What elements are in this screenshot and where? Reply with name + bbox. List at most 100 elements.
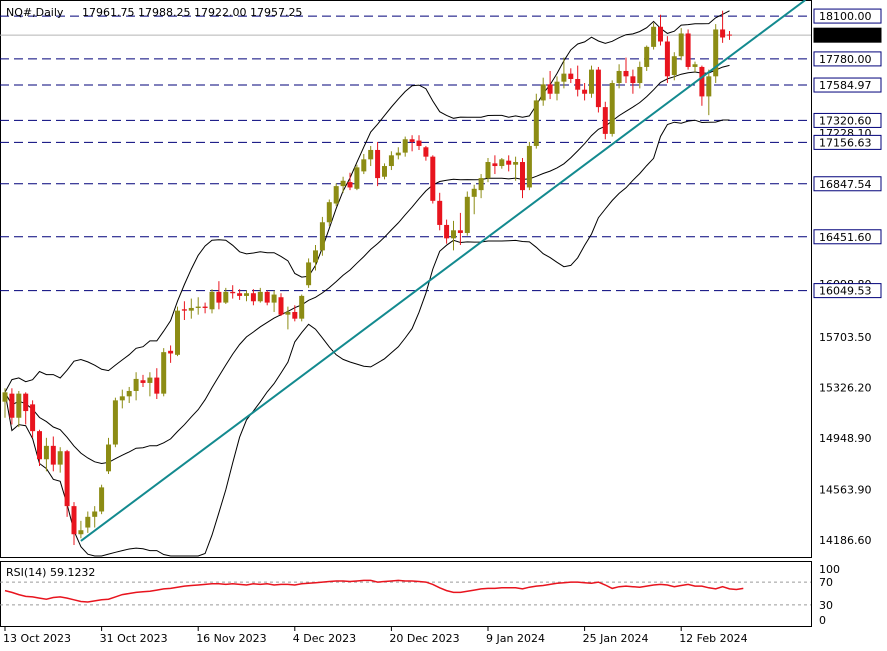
- candle-bear: [409, 139, 415, 142]
- rsi-line: [4, 579, 744, 603]
- candle-bear: [37, 431, 42, 460]
- candle-bull: [57, 451, 63, 465]
- candle-bear: [71, 506, 77, 535]
- candle-bear: [140, 380, 146, 383]
- candle-bull: [244, 293, 249, 296]
- candle-bear: [423, 147, 429, 157]
- price-panel-frame: [0, 0, 812, 558]
- bollinger-upper: [4, 10, 730, 393]
- candle-bull: [112, 400, 118, 445]
- candle-bear: [664, 41, 670, 77]
- price-tick-label: 15326.20: [819, 381, 872, 394]
- price-label-box: [813, 134, 882, 150]
- candle-bear: [437, 200, 443, 225]
- price-label-box: [813, 229, 882, 245]
- candle-bear: [727, 34, 732, 36]
- candle-bear: [444, 224, 450, 239]
- price-tick-label: 16847.54: [819, 178, 872, 191]
- time-tick-label: 20 Dec 2023: [389, 632, 459, 645]
- rsi-tick-label: 70: [819, 576, 833, 589]
- chart-ohlc: 17961.75 17988.25 17922.00 17957.25: [82, 6, 302, 19]
- candle-bear: [457, 230, 463, 233]
- candle-bull: [340, 180, 346, 187]
- candle-bear: [23, 393, 29, 412]
- candle-bull: [533, 100, 539, 146]
- candle-bull: [161, 352, 167, 394]
- candle-bear: [9, 393, 15, 418]
- candle-bull: [678, 33, 684, 57]
- price-tick-label: 17957.25: [819, 29, 872, 42]
- candle-bull: [609, 83, 615, 134]
- candle-bull: [223, 291, 229, 303]
- candle-bull: [92, 511, 98, 517]
- price-label-box: [813, 112, 882, 128]
- price-tick-label: 17780.00: [819, 53, 872, 66]
- candle-bear: [575, 78, 581, 90]
- price-label-box: [813, 51, 882, 67]
- candle-bear: [30, 404, 36, 432]
- candles: [2, 10, 732, 545]
- candle-bull: [478, 178, 484, 191]
- candle-bear: [168, 350, 174, 354]
- price-tick-label: 17584.97: [819, 79, 872, 92]
- candle-bear: [623, 70, 629, 77]
- candle-bull: [175, 310, 180, 355]
- candle-bull: [326, 202, 332, 223]
- candle-bull: [706, 76, 712, 97]
- candle-bear: [347, 182, 353, 188]
- candle-bull: [43, 445, 49, 460]
- candle-bear: [216, 291, 222, 303]
- rsi-tick-label: 100: [819, 563, 840, 576]
- chart-symbol: NQ#,Daily: [6, 6, 64, 19]
- price-tick-label: 14563.90: [819, 484, 872, 497]
- trendline-group: [80, 0, 806, 542]
- price-tick-label: 18100.00: [819, 10, 872, 23]
- candle-bull: [616, 70, 622, 84]
- candle-bull: [319, 222, 325, 251]
- candle-bull: [147, 377, 153, 383]
- candle-bull: [471, 188, 477, 197]
- candle-bull: [395, 152, 401, 156]
- candle-bull: [333, 186, 339, 204]
- candle-bear: [237, 293, 243, 296]
- candle-bull: [526, 145, 532, 188]
- candle-bull: [16, 393, 22, 418]
- candle-bear: [264, 291, 270, 303]
- candle-bull: [188, 307, 194, 311]
- time-axis: 13 Oct 2023 31 Oct 2023 16 Nov 2023 4 Dec 2…: [3, 626, 748, 645]
- candle-bear: [416, 140, 422, 146]
- candle-bear: [250, 293, 256, 302]
- price-axis: 18100.00 17957.25 17780.00 17584.97 17320.60…: [813, 8, 882, 547]
- candle-bull: [451, 230, 456, 239]
- time-tick-label: 9 Jan 2024: [486, 632, 545, 645]
- candle-bull: [119, 396, 125, 401]
- candle-bear: [582, 89, 588, 94]
- candle-bull: [306, 262, 312, 286]
- candle-bear: [602, 107, 608, 134]
- rsi-tick-label: 30: [819, 599, 833, 612]
- price-tick-label: 14186.60: [819, 534, 872, 547]
- candle-bull: [713, 29, 719, 77]
- candle-bull: [637, 66, 643, 84]
- bollinger-middle: [4, 64, 730, 465]
- time-tick-label: 13 Oct 2023: [3, 632, 71, 645]
- time-tick-label: 25 Jan 2024: [583, 632, 649, 645]
- rsi-title: RSI(14) 59.1232: [6, 566, 95, 579]
- candle-bull: [540, 84, 546, 101]
- time-tick-label: 4 Dec 2023: [293, 632, 356, 645]
- candle-bear: [230, 291, 236, 294]
- candle-bull: [513, 162, 519, 165]
- candle-bull: [285, 311, 291, 315]
- price-label-box: [813, 283, 882, 299]
- candle-bull: [133, 378, 139, 391]
- candle-bear: [699, 66, 705, 97]
- candle-bull: [126, 390, 132, 397]
- candle-bear: [292, 311, 298, 319]
- price-tick-label: 16451.60: [819, 231, 872, 244]
- candle-bear: [154, 377, 160, 394]
- candle-bull: [651, 26, 657, 47]
- candle-bear: [278, 297, 284, 315]
- time-tick-label: 12 Feb 2024: [679, 632, 747, 645]
